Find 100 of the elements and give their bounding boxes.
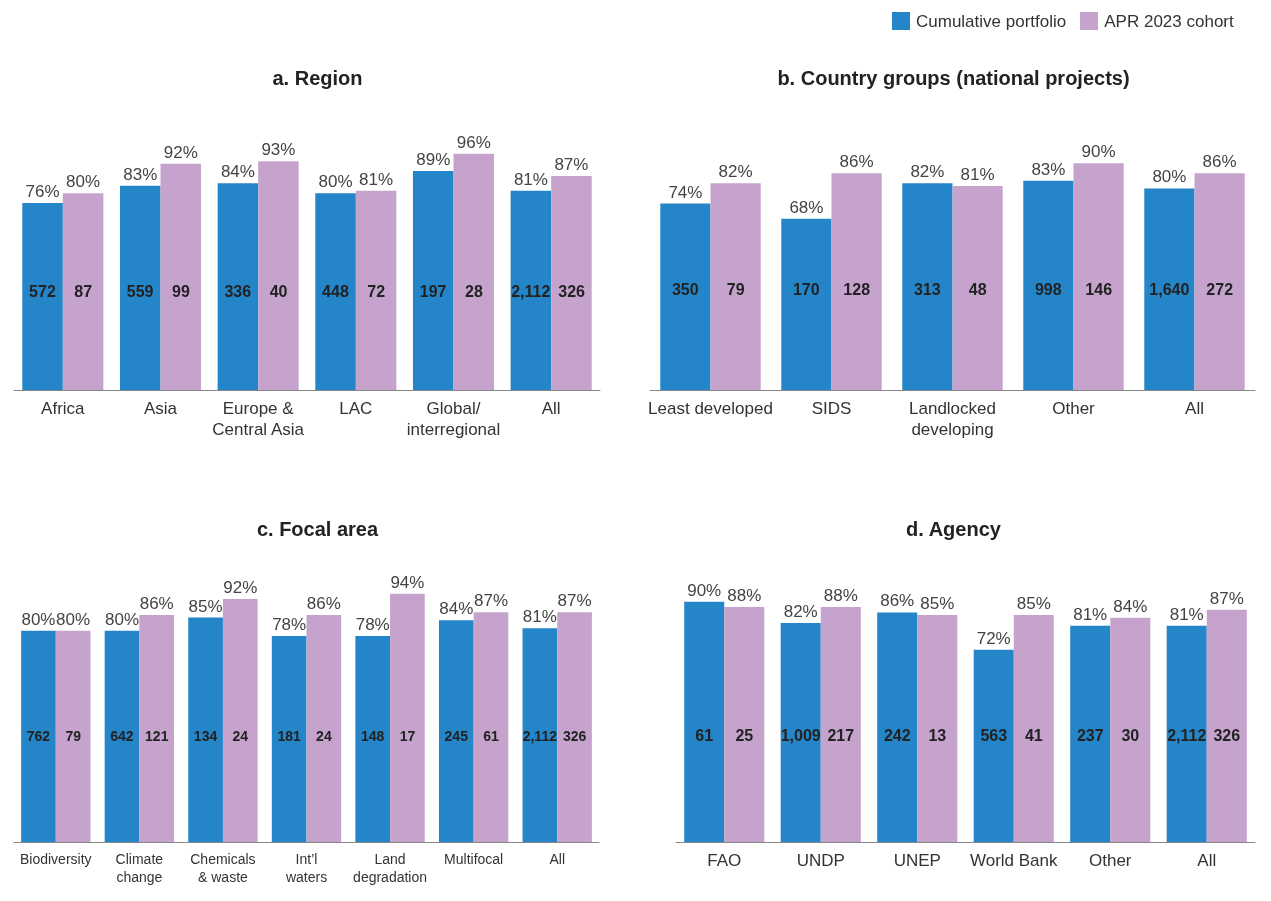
bar: [902, 183, 953, 390]
bar: [1073, 163, 1124, 390]
bar: [1166, 625, 1207, 842]
annotation: 272: [1206, 280, 1234, 298]
data-label: 87%: [1209, 588, 1244, 608]
data-label: 87%: [473, 591, 508, 611]
annotation: 1,640: [1149, 280, 1190, 298]
data-label: 83%: [123, 164, 158, 184]
x-tick-label: FAO: [707, 851, 742, 870]
data-label: 86%: [306, 593, 341, 613]
data-label: 88%: [823, 586, 858, 606]
annotation: 48: [968, 280, 987, 298]
data-label: 84%: [439, 599, 474, 619]
data-label: 92%: [163, 142, 198, 162]
bar: [684, 601, 725, 842]
data-label: 81%: [960, 164, 995, 184]
x-tick-label: Other: [1052, 399, 1096, 418]
bar: [55, 630, 91, 842]
bar: [188, 617, 223, 842]
data-label: 88%: [727, 586, 762, 606]
x-tick-label: Europe & Central Asia: [212, 399, 305, 439]
bar: [390, 593, 425, 842]
bar: [258, 161, 299, 390]
bar: [973, 649, 1014, 842]
x-tick-label: Least developed: [648, 399, 773, 418]
bar: [62, 193, 104, 390]
x-tick-label: Land degradation: [353, 851, 428, 885]
annotation: 170: [792, 280, 820, 298]
annotation: 181: [277, 728, 301, 745]
data-label: 84%: [1113, 596, 1148, 616]
bar: [222, 599, 258, 842]
x-tick-label: Africa: [41, 399, 86, 418]
bar: [557, 612, 592, 842]
annotation: 134: [193, 728, 218, 745]
data-label: 68%: [789, 197, 824, 217]
annotation: 563: [980, 726, 1008, 744]
annotation: 326: [562, 728, 587, 745]
data-label: 80%: [56, 609, 91, 629]
annotation: 25: [735, 726, 754, 744]
annotation: 24: [316, 728, 332, 745]
data-label: 78%: [272, 615, 307, 635]
bar: [160, 163, 202, 390]
annotation: 1,009: [780, 726, 821, 744]
x-tick-label: Multifocal: [444, 851, 504, 867]
bar: [438, 620, 474, 842]
data-label: 80%: [21, 609, 56, 629]
data-label: 86%: [1202, 152, 1237, 172]
data-label: 89%: [416, 150, 451, 170]
x-tick-label: World Bank: [969, 851, 1059, 870]
annotation: 572: [29, 283, 56, 301]
annotation: 336: [224, 283, 252, 301]
annotation: 245: [444, 728, 469, 745]
annotation: 350: [671, 280, 699, 298]
data-label: 80%: [318, 172, 353, 192]
bar: [119, 185, 161, 390]
data-label: 82%: [910, 162, 945, 182]
data-label: 80%: [105, 609, 140, 629]
annotation: 146: [1085, 280, 1113, 298]
annotation: 13: [928, 726, 947, 744]
x-tick-label: Asia: [143, 399, 178, 418]
bar: [271, 636, 307, 842]
bar: [820, 607, 861, 842]
data-label: 81%: [513, 169, 548, 189]
data-label: 94%: [390, 572, 425, 592]
bar: [877, 612, 918, 842]
data-label: 92%: [223, 578, 258, 598]
annotation: 17: [399, 728, 416, 745]
bar: [217, 183, 259, 390]
data-label: 72%: [976, 628, 1011, 648]
data-label: 84%: [220, 162, 255, 182]
x-tick-label: All: [541, 399, 561, 418]
annotation: 2,112: [511, 283, 551, 301]
data-label: 81%: [522, 607, 557, 627]
data-label: 90%: [687, 580, 722, 600]
data-label: 86%: [139, 593, 174, 613]
bar: [22, 203, 63, 390]
bar: [952, 185, 1003, 390]
data-label: 80%: [1152, 167, 1187, 187]
chart-title: c. Focal area: [256, 518, 379, 540]
bar: [412, 171, 454, 390]
data-label: 96%: [456, 132, 491, 152]
bar: [306, 614, 342, 842]
annotation: 87: [74, 283, 93, 301]
annotation: 217: [827, 726, 855, 744]
data-label: 80%: [66, 172, 101, 192]
annotation: 762: [26, 728, 51, 745]
annotation: 242: [883, 726, 911, 744]
data-label: 85%: [920, 594, 955, 614]
x-tick-label: Biodiversity: [19, 851, 92, 867]
bar: [551, 175, 592, 390]
annotation: 559: [126, 283, 154, 301]
annotation: 41: [1024, 726, 1043, 744]
annotation: 61: [695, 726, 714, 744]
data-label: 81%: [359, 169, 394, 189]
annotation: 79: [65, 728, 82, 745]
chart-title: d. Agency: [906, 518, 1002, 540]
bar: [1110, 617, 1151, 842]
bar: [473, 612, 509, 842]
x-tick-label: Global/ interregional: [406, 399, 501, 439]
bar: [1023, 180, 1074, 390]
